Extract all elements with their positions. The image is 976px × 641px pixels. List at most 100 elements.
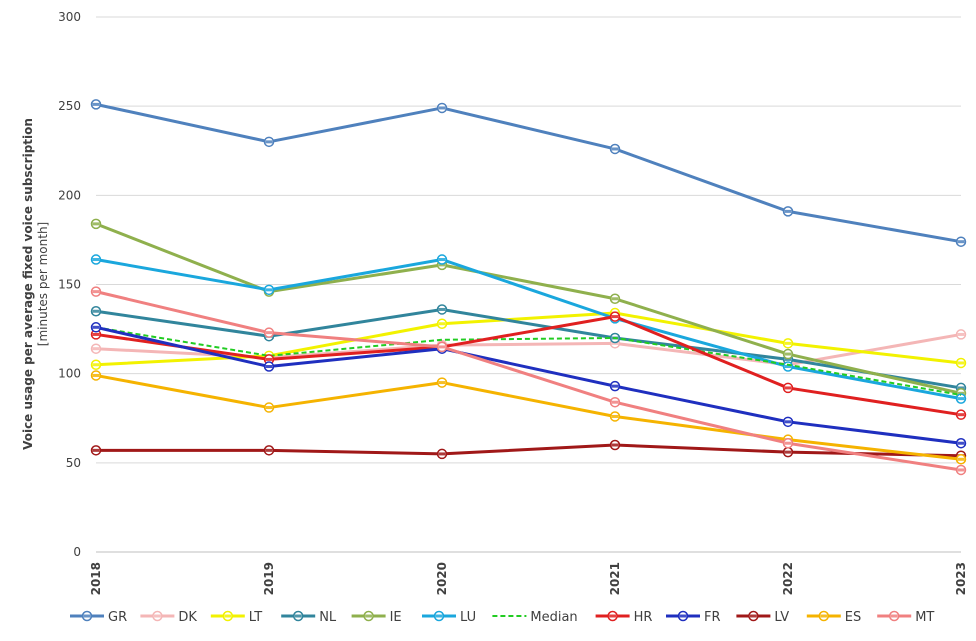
series-line [95,102,962,244]
legend-label: ES [845,610,861,625]
data-point [363,610,374,622]
data-point [955,329,967,340]
legend-item-es: ES [806,610,861,625]
legend-label: FR [704,610,721,625]
data-point [955,454,967,465]
x-tick-label: 2019 [262,562,276,595]
data-point [90,370,102,381]
data-point [90,254,102,265]
data-point [782,446,794,458]
legend-label: Median [530,610,577,625]
data-point [609,411,621,422]
data-point [292,610,304,622]
data-point [609,396,621,408]
data-point [782,348,794,360]
series-median [95,326,962,397]
legend-label: LT [249,610,262,625]
data-point [609,380,621,392]
legend-label: LU [460,610,476,625]
y-axis-label: Voice usage per average fixed voice subs… [21,118,35,450]
data-point [90,306,102,317]
legend-item-lu: LU [422,610,476,625]
series-line [95,307,962,390]
legend: GR DK LT NL IE LU Median HR FR LV ES MT [70,610,934,625]
data-point [263,445,275,456]
series-line [95,325,962,445]
data-point [90,343,102,354]
legend-label: GR [108,610,127,625]
legend-label: DK [178,610,197,625]
data-point [955,437,967,449]
x-tick-label: 2018 [89,562,103,595]
data-point [436,304,448,315]
x-tick-label: 2021 [608,562,622,595]
series-mt [90,286,967,476]
y-tick-label: 150 [58,278,81,292]
data-point [436,318,448,329]
data-point [677,610,689,622]
series-gr [90,99,967,247]
x-tick-label: 2022 [781,562,795,595]
data-point [90,359,102,370]
series-line [95,311,962,367]
data-point [263,327,275,338]
y-tick-label: 0 [73,545,81,559]
data-point [818,610,830,622]
data-point [782,338,794,349]
legend-item-ie: IE [351,610,402,625]
series-ie [90,218,967,399]
series-line [95,222,962,395]
x-axis: 2018 2019 2020 2021 2022 2023 [89,562,968,595]
data-point [81,610,93,622]
legend-item-hr: HR [595,610,653,625]
data-point [955,236,967,247]
y-axis-unit-label: [minutes per month] [36,222,50,346]
y-tick-label: 200 [58,188,81,202]
series-line [96,443,962,458]
data-point [607,610,618,622]
data-point [955,393,967,404]
data-point [955,357,967,369]
legend-label: NL [319,610,337,625]
legend-label: LV [774,610,789,625]
data-point [782,416,794,428]
legend-label: HR [634,610,653,625]
legend-label: IE [390,610,402,625]
y-tick-label: 50 [66,456,81,470]
data-point [152,610,163,622]
series-line [95,315,962,417]
y-tick-label: 250 [58,99,81,113]
legend-item-median: Median [492,610,578,625]
y-tick-label: 100 [58,367,81,381]
data-point [263,284,275,296]
legend-label: MT [915,610,934,625]
legend-item-mt: MT [877,610,934,625]
data-point [436,254,448,265]
data-point [90,286,102,297]
data-point [955,409,967,420]
data-point [222,610,234,622]
series-lv [90,439,967,461]
legend-item-dk: DK [140,610,197,625]
series-line [95,290,962,472]
data-point [436,102,448,114]
data-point [609,293,621,305]
gridlines [96,16,961,553]
data-point [609,143,621,155]
data-point [782,361,794,372]
data-point [263,136,275,148]
legend-item-gr: GR [70,610,127,625]
legend-item-nl: NL [281,610,337,625]
data-point [436,377,448,388]
x-tick-label: 2023 [954,562,968,595]
data-point [782,206,794,217]
data-point [436,448,448,460]
x-tick-label: 2020 [435,562,449,595]
series-line [95,258,962,401]
data-point [955,464,967,476]
series-line [95,373,962,461]
data-point [782,437,794,449]
data-point [90,218,102,230]
